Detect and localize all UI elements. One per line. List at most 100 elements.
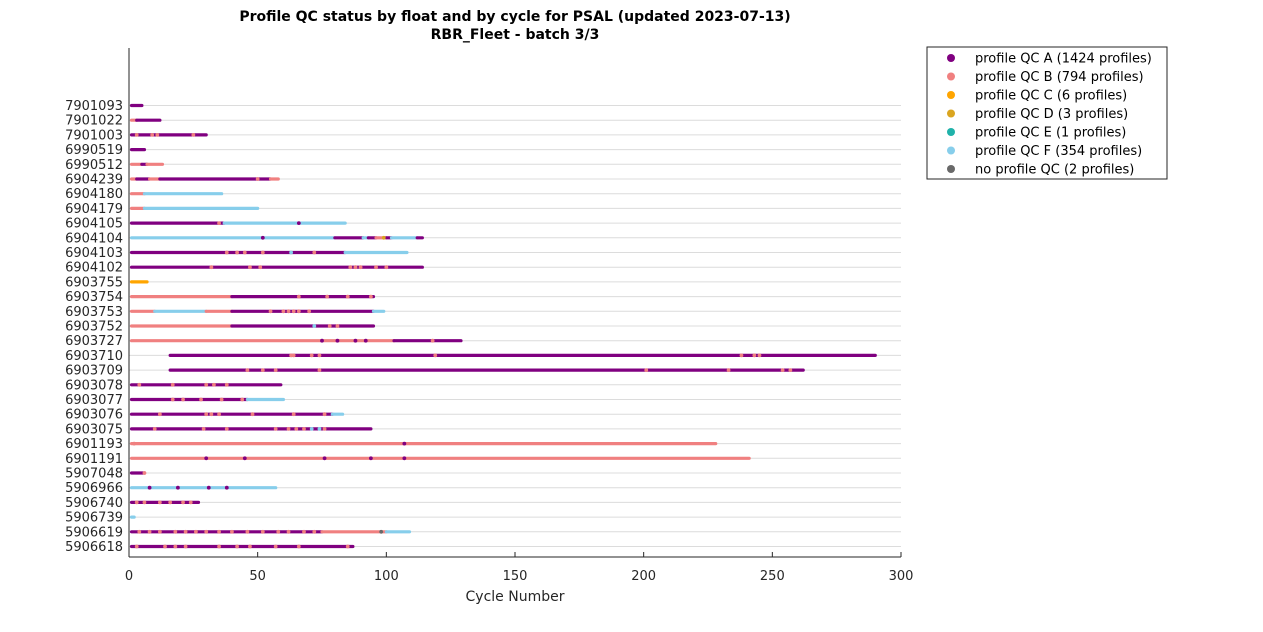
qc-point-B [327,324,332,328]
qc-point-B [384,265,389,270]
legend-marker-N [947,165,955,173]
y-tick-labels: 7901093790102279010036990519699051269042… [65,99,123,555]
float-row-6903754 [129,294,376,299]
qc-point-B [137,382,142,387]
qc-point-B [181,500,185,505]
qc-point-B [134,500,139,505]
qc-point-A [175,485,180,490]
y-tick-label: 6990519 [65,143,123,158]
y-tick-label: 6903727 [65,334,123,349]
qc-point-B [199,397,203,402]
legend-label-D: profile QC D (3 profiles) [975,107,1128,122]
y-tick-label: 6903078 [65,378,123,393]
float-row-6903752 [129,324,376,328]
x-axis-ticks: 0 50 100 150 200 250 300 [125,552,913,584]
qc-point-A [363,338,368,343]
y-tick-label: 6903076 [65,408,123,423]
qc-point-B [255,177,260,181]
qc-point-B [212,382,216,387]
qc-point-B [644,368,649,372]
y-tick-label: 6903754 [65,290,123,305]
float-row-6904105 [129,221,347,226]
float-row-6903710 [168,353,877,358]
qc-point-B [173,544,178,549]
y-tick-label: 6904239 [65,173,123,188]
qc-point-B [273,427,278,431]
qc-point-B [217,221,221,226]
float-row-6903076 [129,412,345,417]
qc-point-B [230,529,234,534]
qc-point-B [757,353,762,358]
float-row-6904102 [129,265,424,270]
qc-point-B [204,412,209,417]
legend-marker-C [947,91,955,99]
qc-point-A [335,338,340,343]
qc-point-A [296,221,301,226]
float-row-6904103 [129,250,409,255]
x-tick-label: 200 [631,569,656,584]
qc-point-B [302,529,306,534]
float-series [129,103,877,549]
y-tick-label: 6903709 [65,364,123,379]
qc-point-A [204,456,209,461]
qc-point-B [188,500,193,505]
qc-point-B [150,133,155,137]
y-tick-label: 5906966 [65,481,123,496]
float-row-6903709 [168,368,805,372]
y-tick-label: 6904104 [65,231,123,246]
y-tick-label: 6904102 [65,261,123,276]
qc-point-B [183,529,188,534]
qc-point-B [170,382,175,387]
legend-label-A: profile QC A (1424 profiles) [975,52,1152,67]
qc-point-B [194,529,198,534]
qc-point-N [379,529,384,534]
qc-point-B [142,500,147,505]
x-tick-label: 0 [125,569,133,584]
y-tick-label: 6904103 [65,246,123,261]
legend-marker-A [947,54,955,62]
qc-point-B [142,471,147,475]
legend-label-F: profile QC F (354 profiles) [975,144,1142,159]
qc-point-B [250,412,255,417]
qc-point-B [345,544,350,549]
qc-point-B [173,529,178,534]
qc-point-B [155,133,160,137]
legend-marker-F [947,146,955,155]
qc-point-B [137,529,142,534]
qc-point-B [291,309,296,314]
qc-point-B [217,544,221,549]
qc-point-B [273,544,278,549]
y-tick-label: 6901193 [65,437,123,452]
qc-point-B [296,544,301,549]
y-tick-label: 6903755 [65,275,123,290]
qc-point-B [248,544,252,549]
qc-point-B [788,368,793,372]
y-tick-label: 6903710 [65,349,123,364]
qc-point-B [322,427,327,431]
qc-point-B [752,353,757,358]
qc-point-B [152,427,157,431]
qc-point-B [358,265,363,270]
qc-point-B [317,368,322,372]
qc-point-B [168,500,173,505]
chart-subtitle: RBR_Fleet - batch 3/3 [431,27,600,43]
qc-point-B [309,353,314,358]
qc-point-B [312,529,317,534]
qc-point-B [322,412,327,417]
qc-point-A [402,456,407,461]
float-row-6903753 [129,309,386,314]
y-tick-label: 6903077 [65,393,123,408]
qc-point-B [260,529,265,534]
qc-point-B [325,294,330,299]
float-row-5906966 [129,485,278,490]
qc-point-B [134,544,139,549]
x-tick-label: 250 [760,569,785,584]
qc-point-B [209,412,214,417]
legend-label-C: profile QC C (6 profiles) [975,89,1127,104]
legend-label-B: profile QC B (794 profiles) [975,70,1144,85]
y-tick-label: 6904180 [65,187,123,202]
qc-point-B [240,397,245,402]
qc-point-B [209,265,214,270]
qc-point-B [374,265,378,270]
x-tick-label: 100 [374,569,399,584]
